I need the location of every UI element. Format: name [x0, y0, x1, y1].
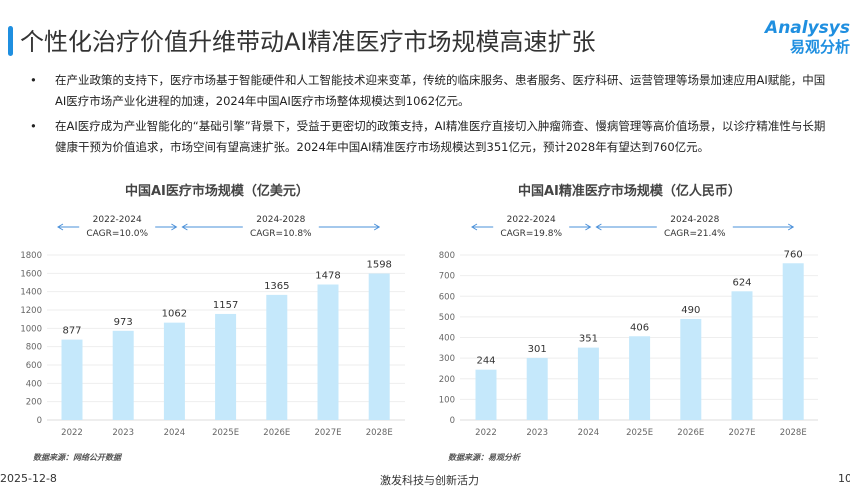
data-label: 760: [784, 249, 803, 260]
bullet-item: • 在AI医疗成为产业智能化的“基础引擎”背景下，受益于更密切的政策支持，AI精准…: [30, 116, 830, 158]
x-tick-label: 2027E: [314, 428, 341, 438]
bar: [577, 347, 599, 420]
footer-slogan: 激发科技与创新活力: [380, 474, 479, 487]
x-tick-label: 2024: [578, 428, 600, 438]
x-tick-label: 2025E: [626, 428, 653, 438]
data-label: 973: [114, 317, 133, 328]
data-label: 301: [528, 344, 547, 355]
x-tick-label: 2028E: [366, 428, 393, 438]
arrowhead-icon: [181, 223, 381, 231]
data-label: 1478: [315, 271, 340, 282]
cagr-period: 2022-2024: [507, 215, 556, 225]
cagr-label-bg: [656, 212, 733, 242]
page-number: 10: [838, 472, 850, 485]
y-tick-label: 1600: [20, 269, 42, 279]
arrowhead-icon: [471, 223, 592, 231]
data-label: 1062: [162, 309, 187, 320]
y-tick-label: 1400: [20, 288, 42, 298]
cagr-period: 2024-2028: [256, 215, 305, 225]
y-tick-label: 800: [439, 251, 455, 261]
bar: [475, 369, 497, 420]
bar: [680, 318, 702, 420]
cagr-value: CAGR=10.8%: [250, 229, 312, 239]
chart2-source: 数据来源：易观分析: [448, 453, 520, 462]
x-tick-label: 2026E: [263, 428, 290, 438]
bar: [61, 339, 83, 420]
data-label: 877: [62, 326, 81, 337]
y-tick-label: 0: [37, 416, 42, 426]
y-tick-label: 1200: [20, 306, 42, 316]
chart1-title: 中国AI医疗市场规模（亿美元）: [125, 184, 309, 199]
y-tick-label: 600: [439, 292, 455, 302]
y-tick-label: 500: [439, 313, 455, 323]
bar: [266, 294, 288, 420]
cagr-period: 2024-2028: [670, 215, 719, 225]
bar: [782, 263, 804, 420]
x-tick-label: 2027E: [728, 428, 755, 438]
y-tick-label: 200: [26, 398, 42, 408]
data-label: 1157: [213, 300, 238, 311]
bar: [526, 357, 548, 420]
cagr-label-bg: [79, 212, 156, 242]
data-label: 406: [630, 322, 649, 333]
bullet-list: • 在产业政策的支持下，医疗市场基于智能硬件和人工智能技术迎来变革，传统的临床服务…: [30, 70, 830, 162]
y-tick-label: 600: [26, 361, 42, 371]
y-tick-label: 400: [26, 379, 42, 389]
cagr-value: CAGR=10.0%: [86, 229, 148, 239]
x-tick-label: 2022: [475, 428, 497, 438]
x-tick-label: 2023: [526, 428, 548, 438]
cagr-label-bg: [242, 212, 319, 242]
bar: [629, 336, 651, 420]
logo-cn: 易观分析: [789, 38, 850, 56]
title-accent-bar: [8, 26, 13, 56]
chart2-title: 中国AI精准医疗市场规模（亿人民币）: [518, 184, 741, 199]
cagr-value: CAGR=19.8%: [500, 229, 562, 239]
data-label: 490: [681, 305, 700, 316]
data-label: 624: [732, 277, 751, 288]
y-tick-label: 200: [439, 375, 455, 385]
bar: [317, 284, 339, 420]
x-tick-label: 2025E: [212, 428, 239, 438]
y-tick-label: 300: [439, 354, 455, 364]
x-tick-label: 2022: [61, 428, 83, 438]
bar: [163, 322, 185, 420]
x-tick-label: 2024: [164, 428, 186, 438]
x-tick-label: 2026E: [677, 428, 704, 438]
bar: [112, 330, 134, 420]
y-tick-label: 1800: [20, 251, 42, 261]
footer-date: 2025-12-8: [0, 472, 57, 485]
bar: [731, 291, 753, 420]
analysys-logo: Analysys 易观分析: [765, 18, 850, 57]
chart1-source: 数据来源：网络公开数据: [33, 453, 121, 462]
x-tick-label: 2023: [112, 428, 134, 438]
cagr-value: CAGR=21.4%: [664, 229, 726, 239]
cagr-period: 2022-2024: [93, 215, 142, 225]
y-tick-label: 700: [439, 272, 455, 282]
logo-en: Analysys: [765, 18, 850, 38]
data-label: 244: [476, 356, 495, 367]
data-label: 351: [579, 334, 598, 345]
arrowhead-icon: [57, 223, 178, 231]
y-tick-label: 0: [450, 416, 455, 426]
y-tick-label: 400: [439, 334, 455, 344]
bullet-item: • 在产业政策的支持下，医疗市场基于智能硬件和人工智能技术迎来变革，传统的临床服务…: [30, 70, 830, 112]
page-title: 个性化治疗价值升维带动AI精准医疗市场规模高速扩张: [20, 28, 596, 56]
arrowhead-icon: [595, 223, 795, 231]
bullet-text: 在产业政策的支持下，医疗市场基于智能硬件和人工智能技术迎来变革，传统的临床服务、…: [55, 73, 826, 108]
data-label: 1598: [366, 260, 391, 271]
bar: [368, 273, 390, 420]
y-tick-label: 1000: [20, 324, 42, 334]
cagr-label-bg: [493, 212, 570, 242]
bar: [215, 313, 237, 420]
x-tick-label: 2028E: [780, 428, 807, 438]
y-tick-label: 100: [439, 395, 455, 405]
bullet-text: 在AI医疗成为产业智能化的“基础引擎”背景下，受益于更密切的政策支持，AI精准医…: [55, 119, 826, 154]
data-label: 1365: [264, 281, 289, 292]
y-tick-label: 800: [26, 343, 42, 353]
